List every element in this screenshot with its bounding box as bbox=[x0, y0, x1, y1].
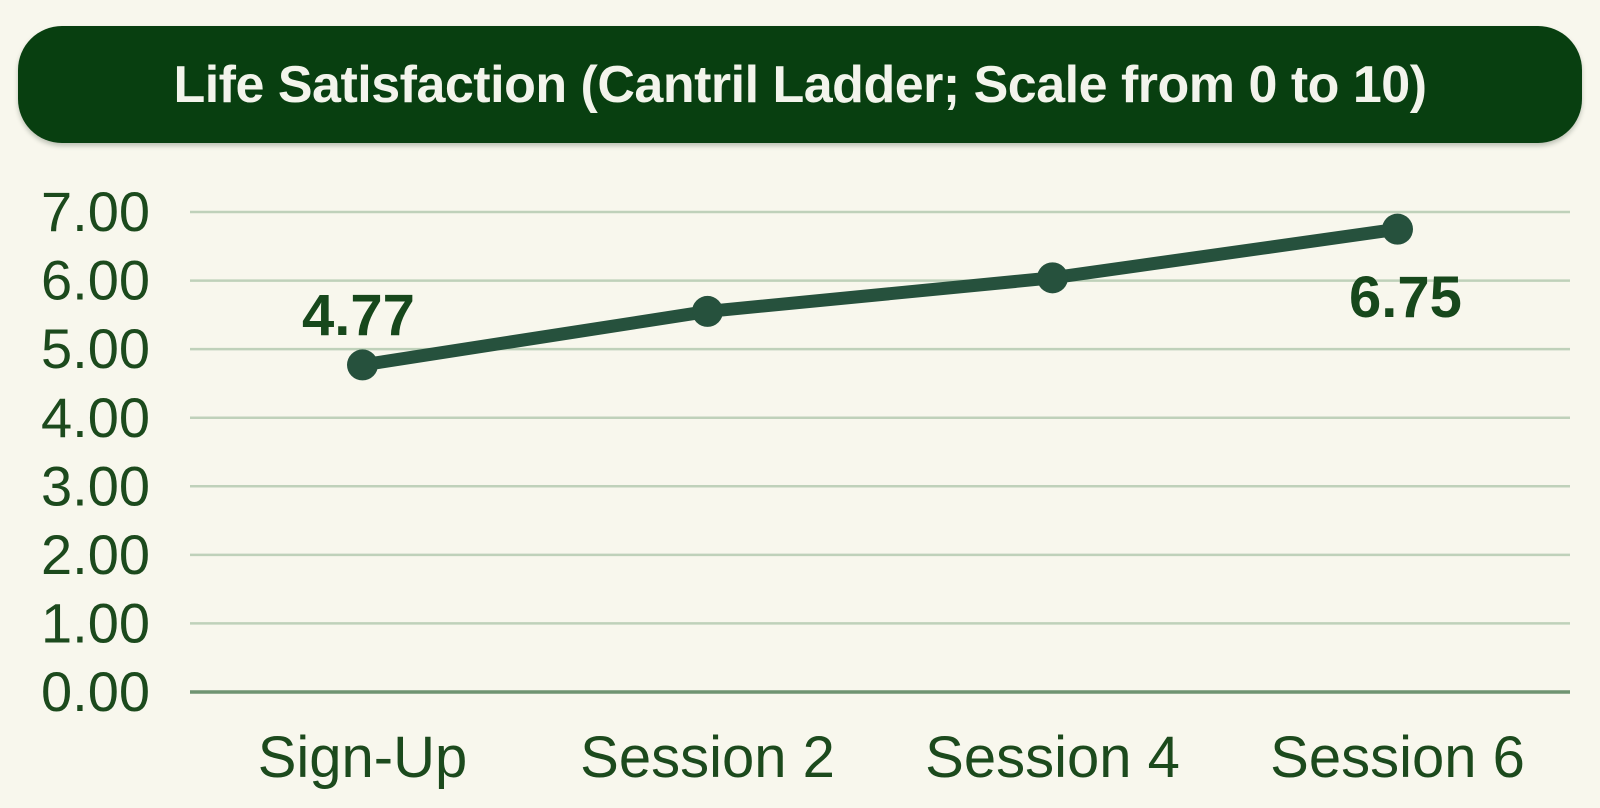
chart-title: Life Satisfaction (Cantril Ladder; Scale… bbox=[173, 55, 1427, 114]
data-point bbox=[1037, 262, 1068, 294]
x-tick-label: Sign-Up bbox=[258, 725, 468, 790]
data-point bbox=[1382, 213, 1413, 245]
y-tick-label: 5.00 bbox=[41, 317, 150, 380]
y-tick-label: 2.00 bbox=[41, 523, 150, 586]
y-tick-label: 3.00 bbox=[41, 454, 150, 517]
x-tick-label: Session 4 bbox=[925, 725, 1180, 790]
data-point-label: 6.75 bbox=[1349, 265, 1462, 330]
x-tick-label: Session 2 bbox=[580, 725, 835, 790]
data-point bbox=[692, 295, 723, 327]
data-point-label: 4.77 bbox=[302, 283, 415, 348]
x-tick-label: Session 6 bbox=[1270, 725, 1525, 790]
data-point bbox=[347, 349, 378, 381]
y-tick-label: 0.00 bbox=[41, 660, 150, 723]
y-tick-label: 1.00 bbox=[41, 591, 150, 654]
y-tick-label: 4.00 bbox=[41, 386, 150, 449]
chart-title-banner: Life Satisfaction (Cantril Ladder; Scale… bbox=[18, 26, 1582, 143]
y-tick-label: 6.00 bbox=[41, 249, 150, 312]
series-line bbox=[356, 222, 1404, 372]
y-tick-label: 7.00 bbox=[41, 180, 150, 243]
